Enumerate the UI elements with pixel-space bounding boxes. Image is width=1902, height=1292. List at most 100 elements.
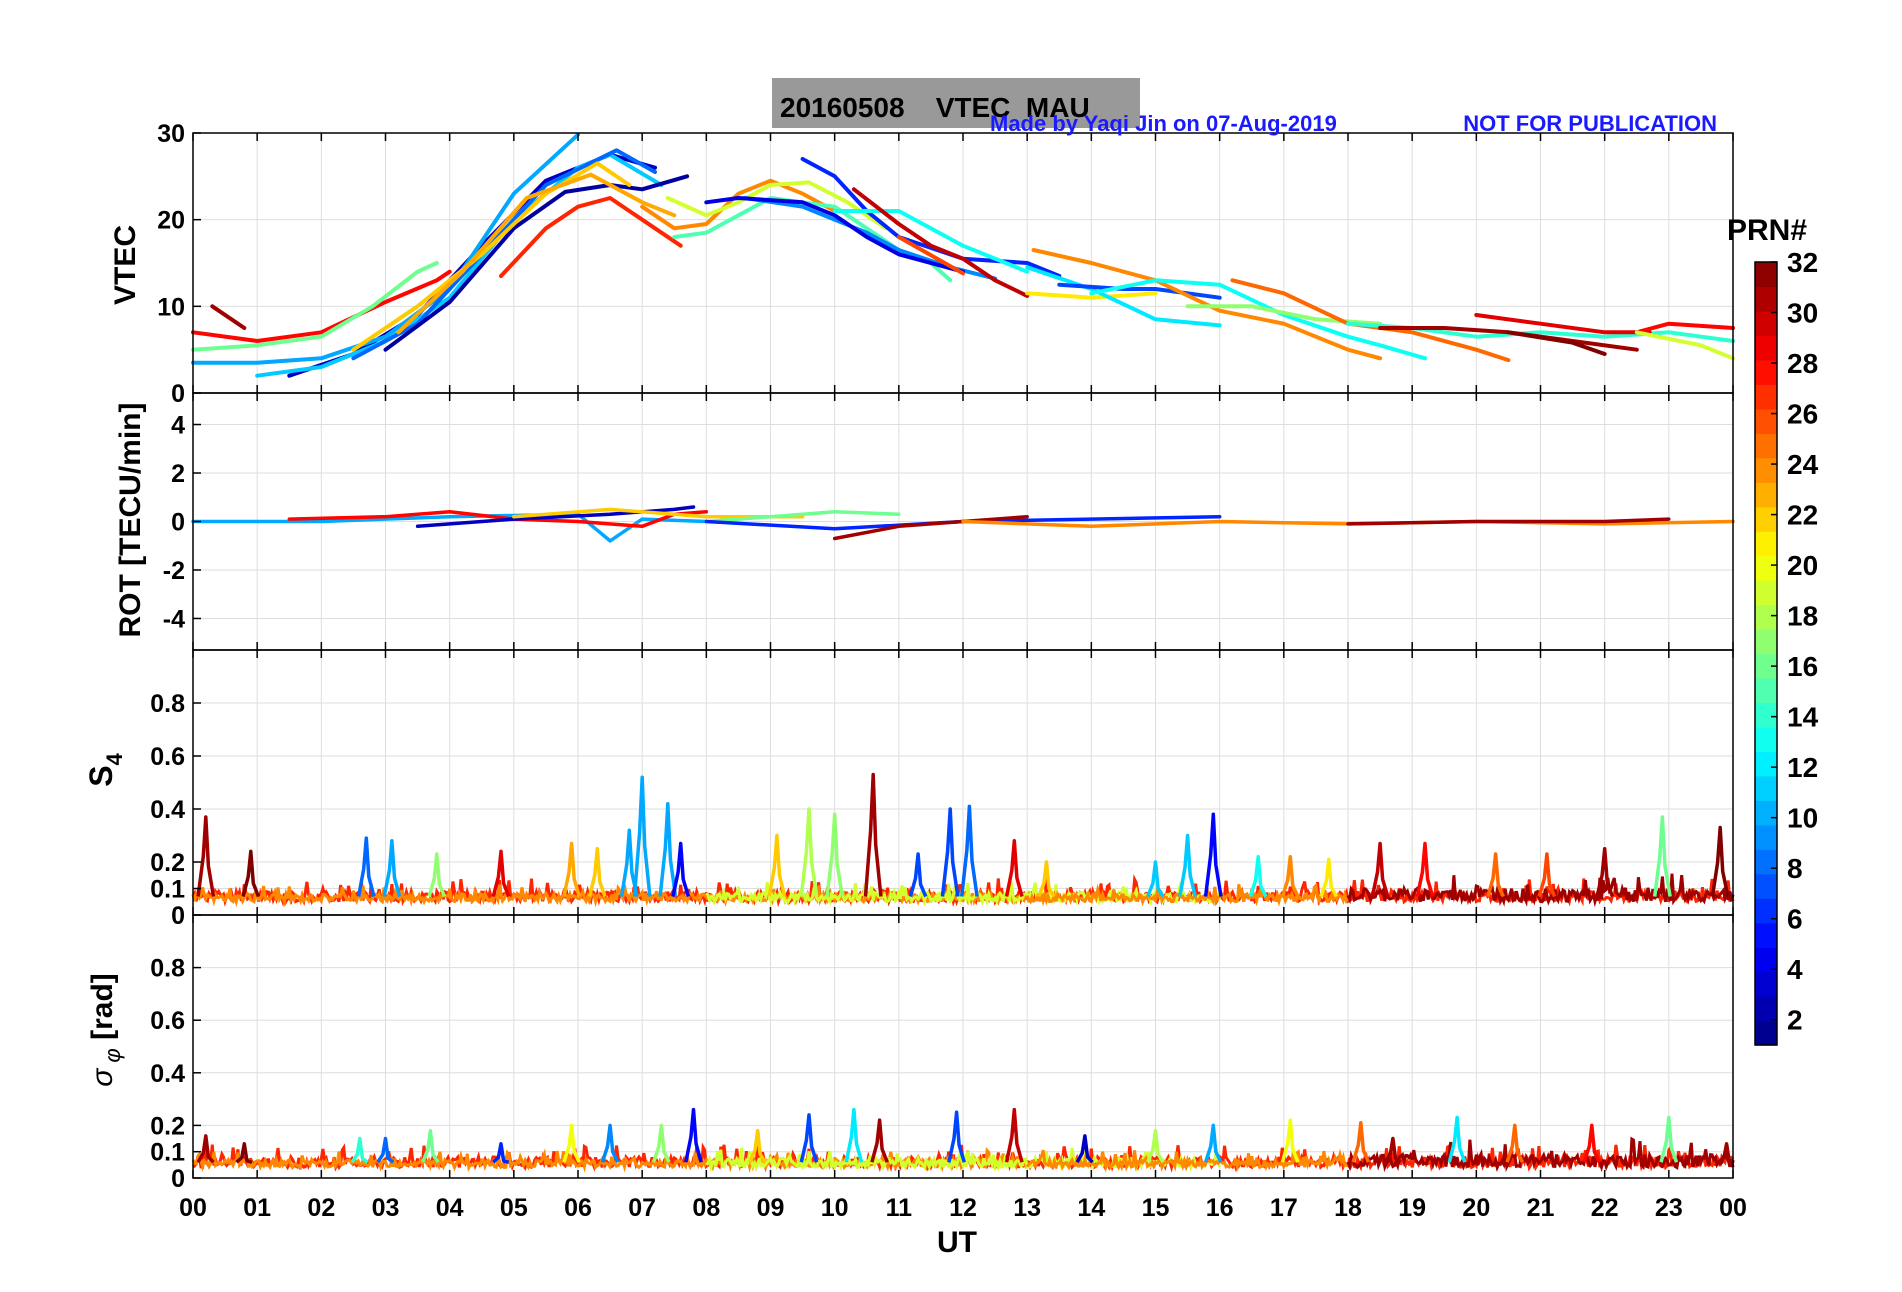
panel-2: 00.10.2 0.4 0.6 0.8	[150, 649, 1735, 930]
chart-title: 20160508 VTEC MAU	[780, 92, 1090, 123]
y-tick-label: 0.2	[150, 1112, 185, 1140]
x-tick-label: 18	[1334, 1194, 1362, 1222]
colorbar-tick-label: 24	[1787, 449, 1819, 480]
x-tick-label: 02	[307, 1194, 335, 1222]
x-tick-label: 10	[821, 1194, 849, 1222]
colorbar-tick-label: 20	[1787, 550, 1818, 581]
colorbar-segment	[1755, 555, 1777, 581]
y-tick-label: 0.4	[150, 1060, 185, 1088]
colorbar-segment	[1755, 384, 1777, 410]
spike-prn-10	[619, 828, 639, 897]
panel-3: 00.10.2 0.4 0.6 0.8	[150, 914, 1735, 1193]
panel-1: -4 -2 0 2 4	[163, 392, 1735, 651]
spike-prn-32	[235, 1142, 253, 1164]
spike-prn-16	[1652, 815, 1672, 897]
x-tick-label: 19	[1398, 1194, 1426, 1222]
spike-prn-23	[562, 841, 581, 897]
series-line-prn-13	[832, 209, 1030, 274]
series-line-prn-26	[896, 235, 965, 276]
colorbar-tick-label: 30	[1787, 298, 1818, 329]
spike-prn-32	[241, 849, 261, 898]
y-tick-label: 0.1	[150, 876, 185, 904]
y-tick-label: 10	[157, 293, 185, 321]
spike-prn-12	[1447, 1115, 1467, 1163]
spike-prn-8	[959, 804, 979, 897]
x-label: UT	[937, 1226, 977, 1259]
series-line-prn-24	[640, 178, 837, 231]
y-tick-label: 0	[171, 380, 185, 408]
colorbar-segment	[1755, 726, 1777, 752]
colorbar-segment	[1755, 506, 1777, 532]
spike-prn-16	[1659, 1115, 1679, 1163]
notice-text: NOT FOR PUBLICATION	[1463, 111, 1717, 136]
x-tick-label: 00	[1719, 1194, 1747, 1222]
spike-prn-18	[799, 807, 819, 897]
spike-prn-7	[799, 1113, 819, 1163]
series-line-prn-16	[704, 510, 901, 524]
y-tick-label: 0.8	[150, 690, 185, 718]
x-tick-label: 08	[692, 1194, 720, 1222]
x-axis-ticks: 00 01 02 03 04 05 06 07 08 09 10 11 12 13 14 15 16 17 18 19…	[179, 1194, 1747, 1222]
colorbar-segment	[1755, 898, 1777, 924]
series-line-prn-30	[851, 187, 1030, 298]
series-line-prn-27	[499, 196, 683, 278]
noise-band-prn-31	[1346, 1136, 1735, 1173]
colorbar-segment	[1755, 457, 1777, 483]
x-tick-label: 07	[628, 1194, 656, 1222]
colorbar-segment	[1755, 800, 1777, 826]
spike-prn-12	[844, 1107, 864, 1163]
y-tick-label: 0.1	[150, 1139, 185, 1167]
y-tick-label: 20	[157, 207, 185, 235]
spike-prn-8	[356, 836, 376, 897]
y-tick-label: 0.6	[150, 743, 185, 771]
x-tick-label: 23	[1655, 1194, 1683, 1222]
y-tick-label: 0	[171, 1165, 185, 1193]
series-line-prn-31	[210, 304, 247, 330]
colorbar-segment	[1755, 604, 1777, 630]
colorbar-segment	[1755, 653, 1777, 679]
colorbar-segment	[1755, 286, 1777, 312]
y-label-s4: S4	[83, 752, 127, 786]
colorbar-segment	[1755, 433, 1777, 459]
spike-prn-29	[1004, 839, 1024, 897]
spike-prn-25	[1486, 852, 1505, 898]
series-line-prn-19	[1634, 330, 1735, 361]
spike-prn-5	[684, 1107, 703, 1163]
colorbar-tick-label: 8	[1787, 853, 1803, 884]
colorbar-segment	[1755, 482, 1777, 508]
spike-prn-10	[658, 801, 678, 897]
colorbar-tick-label: 12	[1787, 752, 1818, 783]
spike-prn-6	[492, 1142, 510, 1164]
colorbar-label: PRN#	[1727, 214, 1807, 247]
y-tick-label: 0.6	[150, 1007, 185, 1035]
noise-band-prn-24	[1025, 882, 1350, 907]
spike-prn-10	[1203, 1123, 1223, 1163]
colorbar-segment	[1755, 580, 1777, 606]
spike-prn-22	[748, 1128, 767, 1164]
spike-prn-31	[196, 1134, 215, 1164]
colorbar-segment	[1755, 408, 1777, 434]
colorbar-segment	[1755, 947, 1777, 973]
spike-prn-31	[1717, 1142, 1735, 1164]
series-line-prn-19	[665, 180, 888, 231]
spike-prn-31	[870, 1118, 889, 1163]
spike-prn-25	[1505, 1123, 1525, 1163]
spike-prn-24	[1280, 854, 1300, 898]
series-line-prn-13	[1089, 278, 1427, 361]
y-tick-label: -2	[163, 557, 185, 585]
spike-prn-16	[421, 1128, 440, 1164]
colorbar-tick-label: 22	[1787, 500, 1818, 531]
credit-text: Made by Yaqi Jin on 07-Aug-2019	[990, 111, 1337, 136]
y-label-sigma-phi: σ φ [rad]	[86, 973, 125, 1087]
spike-prn-26	[1537, 852, 1557, 898]
noise-band-prn-24	[1025, 1148, 1350, 1173]
series-line-prn-31	[1346, 517, 1671, 526]
colorbar-segment	[1755, 702, 1777, 728]
colorbar-segment	[1755, 971, 1777, 997]
x-tick-label: 12	[949, 1194, 977, 1222]
spike-prn-30	[1370, 841, 1390, 898]
x-tick-label: 14	[1077, 1194, 1105, 1222]
spike-prn-25	[1351, 1121, 1371, 1163]
series-line-prn-28	[287, 510, 709, 529]
x-tick-label: 06	[564, 1194, 592, 1222]
